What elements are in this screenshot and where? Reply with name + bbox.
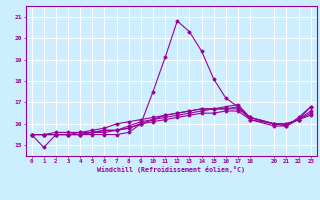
X-axis label: Windchill (Refroidissement éolien,°C): Windchill (Refroidissement éolien,°C) <box>97 166 245 173</box>
